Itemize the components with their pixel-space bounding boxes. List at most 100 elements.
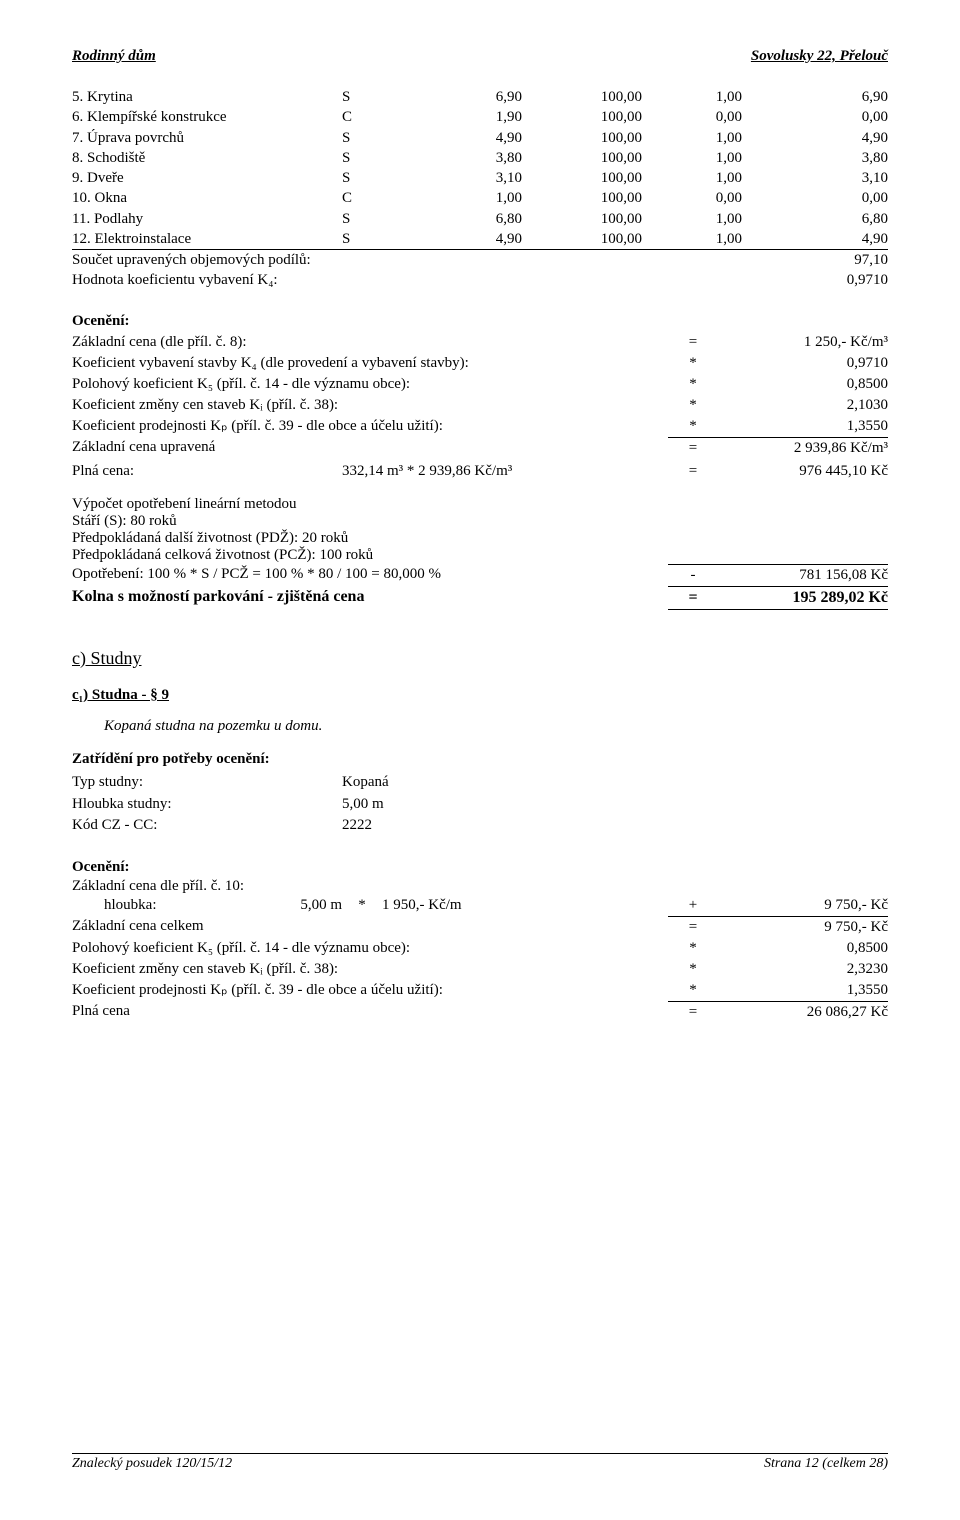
item-d: 4,90 xyxy=(742,128,888,148)
vypocet-0: Výpočet opotřebení lineární metodou xyxy=(72,496,888,513)
calc-row: Koeficient prodejnosti Kₚ (příl. č. 39 -… xyxy=(72,416,888,437)
item-label: 11. Podlahy xyxy=(72,209,342,229)
item-a: 6,90 xyxy=(402,87,522,107)
item-label: 7. Úprava povrchů xyxy=(72,128,342,148)
calc-l: Koeficient vybavení stavby K₄ (dle prove… xyxy=(72,353,668,374)
item-d: 6,80 xyxy=(742,209,888,229)
item-a: 1,00 xyxy=(402,188,522,208)
calc-row: Základní cena (dle příl. č. 8):=1 250,- … xyxy=(72,332,888,353)
item-d: 3,80 xyxy=(742,148,888,168)
zatr-head: Zatřídění pro potřeby ocenění: xyxy=(72,751,888,768)
hloubka-l: hloubka: xyxy=(72,895,222,916)
calc2-block: Polohový koeficient K₅ (příl. č. 14 - dl… xyxy=(72,938,888,1001)
italic-desc: Kopaná studna na pozemku u domu. xyxy=(104,718,888,735)
item-row: 9. DveřeS3,10100,001,003,10 xyxy=(72,168,888,188)
vypocet-3: Předpokládaná celková životnost (PCŽ): 1… xyxy=(72,547,888,564)
hloubka-r: 9 750,- Kč xyxy=(718,895,888,916)
calc-row: Koeficient vybavení stavby K₄ (dle prove… xyxy=(72,353,888,374)
item-c: 1,00 xyxy=(642,229,742,250)
item-b: 100,00 xyxy=(522,128,642,148)
calc-r: 1 250,- Kč/m³ xyxy=(718,332,888,353)
sum-label-0: Součet upravených objemových podílů: xyxy=(72,250,311,270)
item-row: 12. ElektroinstalaceS4,90100,001,004,90 xyxy=(72,229,888,250)
item-type: S xyxy=(342,209,402,229)
header-left: Rodinný dům xyxy=(72,48,156,65)
prop0-r: Kopaná xyxy=(342,772,888,794)
calc-l: Koeficient prodejnosti Kₚ (příl. č. 39 -… xyxy=(72,416,668,437)
item-d: 3,10 xyxy=(742,168,888,188)
calc-r: 2,1030 xyxy=(718,395,888,416)
item-label: 10. Okna xyxy=(72,188,342,208)
item-type: S xyxy=(342,128,402,148)
calc-m: * xyxy=(668,938,718,959)
item-type: C xyxy=(342,188,402,208)
calc-m: = xyxy=(668,332,718,353)
calc-m: * xyxy=(668,353,718,374)
upravena-r: 2 939,86 Kč/m³ xyxy=(718,437,888,459)
item-b: 100,00 xyxy=(522,168,642,188)
item-row: 11. PodlahyS6,80100,001,006,80 xyxy=(72,209,888,229)
item-c: 1,00 xyxy=(642,148,742,168)
plna-mid: 332,14 m³ * 2 939,86 Kč/m³ xyxy=(242,461,668,482)
item-type: S xyxy=(342,87,402,107)
plna2-l: Plná cena xyxy=(72,1001,668,1023)
section-c1: c₁) Studna - § 9 xyxy=(72,687,888,704)
opotreb-m: - xyxy=(668,564,718,586)
item-c: 1,00 xyxy=(642,168,742,188)
calc-row: Koeficient prodejnosti Kₚ (příl. č. 39 -… xyxy=(72,980,888,1001)
section-c: c) Studny xyxy=(72,648,888,669)
plna2-r: 26 086,27 Kč xyxy=(718,1001,888,1023)
plna2-m: = xyxy=(668,1001,718,1023)
calc-m: * xyxy=(668,395,718,416)
calc-l: Polohový koeficient K₅ (příl. č. 14 - dl… xyxy=(72,374,668,395)
oceneni2-head: Ocenění: xyxy=(72,859,888,876)
calc-r: 1,3550 xyxy=(718,980,888,1001)
item-type: S xyxy=(342,168,402,188)
item-c: 0,00 xyxy=(642,188,742,208)
item-row: 7. Úprava povrchůS4,90100,001,004,90 xyxy=(72,128,888,148)
item-type: S xyxy=(342,229,402,250)
item-b: 100,00 xyxy=(522,229,642,250)
item-row: 10. OknaC1,00100,000,000,00 xyxy=(72,188,888,208)
prop1-r: 5,00 m xyxy=(342,794,888,816)
item-label: 5. Krytina xyxy=(72,87,342,107)
sum-label-1: Hodnota koeficientu vybavení K₄: xyxy=(72,270,278,290)
final1-m: = xyxy=(668,586,718,610)
calc-l: Koeficient změny cen staveb Kᵢ (příl. č.… xyxy=(72,959,668,980)
item-type: C xyxy=(342,107,402,127)
item-label: 12. Elektroinstalace xyxy=(72,229,342,250)
calc-l: Polohový koeficient K₅ (příl. č. 14 - dl… xyxy=(72,938,668,959)
calc-l: Základní cena (dle příl. č. 8): xyxy=(72,332,668,353)
calc-row: Koeficient změny cen staveb Kᵢ (příl. č.… xyxy=(72,395,888,416)
plna-m: = xyxy=(668,461,718,482)
calc-m: * xyxy=(668,416,718,437)
item-b: 100,00 xyxy=(522,148,642,168)
item-c: 1,00 xyxy=(642,128,742,148)
zcc-m: = xyxy=(668,916,718,938)
zcc-r: 9 750,- Kč xyxy=(718,916,888,938)
calc-r: 2,3230 xyxy=(718,959,888,980)
hloubka-v2: 1 950,- Kč/m xyxy=(382,895,668,916)
upravena-m: = xyxy=(668,437,718,459)
sum-val-0: 97,10 xyxy=(854,250,888,270)
calc-row: Polohový koeficient K₅ (příl. č. 14 - dl… xyxy=(72,374,888,395)
calc-m: * xyxy=(668,959,718,980)
calc1-block: Základní cena (dle příl. č. 8):=1 250,- … xyxy=(72,332,888,437)
item-type: S xyxy=(342,148,402,168)
plna-l: Plná cena: xyxy=(72,461,242,482)
item-a: 3,10 xyxy=(402,168,522,188)
prop2-l: Kód CZ - CC: xyxy=(72,815,342,837)
calc-m: * xyxy=(668,374,718,395)
footer-right: Strana 12 (celkem 28) xyxy=(764,1456,888,1472)
item-b: 100,00 xyxy=(522,188,642,208)
upravena-l: Základní cena upravená xyxy=(72,437,668,459)
prop0-l: Typ studny: xyxy=(72,772,342,794)
prop2-r: 2222 xyxy=(342,815,888,837)
calc-row: Koeficient změny cen staveb Kᵢ (příl. č.… xyxy=(72,959,888,980)
item-row: 5. KrytinaS6,90100,001,006,90 xyxy=(72,87,888,107)
calc-r: 1,3550 xyxy=(718,416,888,437)
opotreb-l: Opotřebení: 100 % * S / PCŽ = 100 % * 80… xyxy=(72,564,668,586)
item-c: 1,00 xyxy=(642,87,742,107)
item-label: 8. Schodiště xyxy=(72,148,342,168)
zc10-label: Základní cena dle příl. č. 10: xyxy=(72,878,888,895)
